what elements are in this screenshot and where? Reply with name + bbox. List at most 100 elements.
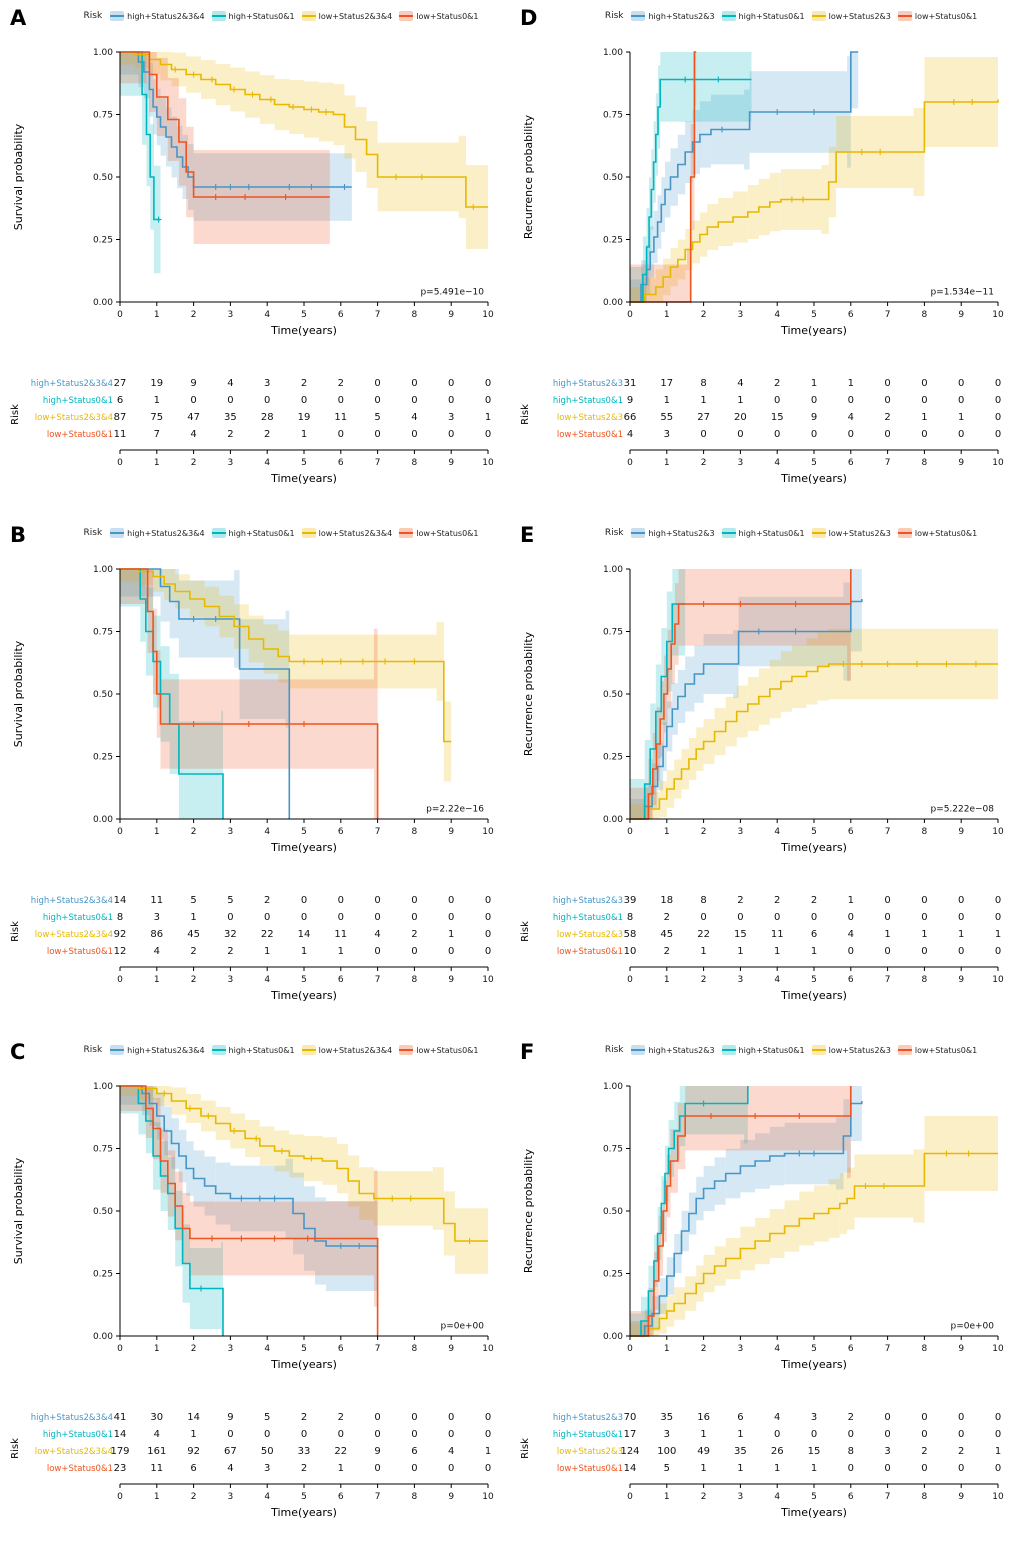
risk-count: 15 xyxy=(771,412,784,423)
risk-count: 0 xyxy=(921,946,927,957)
ci-band xyxy=(120,569,141,607)
x-tick-label: 4 xyxy=(264,1344,270,1354)
ci-band xyxy=(642,236,647,302)
censor-mark xyxy=(323,109,330,115)
censor-mark xyxy=(242,194,249,200)
risk-count: 0 xyxy=(884,378,890,389)
risk-count: 0 xyxy=(301,395,307,406)
panel-F: F Risk high+Status2&3 high+Status0&1 low+Sta… xyxy=(510,1034,1020,1551)
x-tick-label: 7 xyxy=(885,1344,891,1354)
ci-band xyxy=(685,1086,848,1151)
risk-count: 3 xyxy=(154,912,160,923)
risk-count: 28 xyxy=(261,412,274,423)
risk-count: 9 xyxy=(811,412,817,423)
risk-count: 0 xyxy=(374,1429,380,1440)
table-x-tick-label: 1 xyxy=(664,975,670,985)
risk-count: 3 xyxy=(264,1463,270,1474)
risk-count: 0 xyxy=(227,912,233,923)
ci-band xyxy=(630,267,643,302)
risk-count: 0 xyxy=(995,946,1001,957)
risk-count: 2 xyxy=(848,1412,854,1423)
table-x-tick-label: 6 xyxy=(338,458,344,468)
risk-count: 22 xyxy=(334,1446,347,1457)
risk-count: 4 xyxy=(774,1412,780,1423)
y-tick-label: 0.25 xyxy=(603,1270,623,1280)
legend-key-icon xyxy=(811,11,826,21)
risk-count: 45 xyxy=(660,929,673,940)
risk-count: 4 xyxy=(737,378,743,389)
x-tick-label: 4 xyxy=(264,310,270,320)
legend-key-line xyxy=(211,1049,226,1051)
risk-count: 1 xyxy=(737,395,743,406)
p-value: p=1.534e−11 xyxy=(930,288,994,298)
table-x-tick-label: 4 xyxy=(264,1492,270,1502)
risk-count: 35 xyxy=(224,412,237,423)
ci-band xyxy=(138,569,154,586)
censor-mark xyxy=(190,616,197,622)
censor-mark xyxy=(238,1235,245,1242)
risk-count: 0 xyxy=(848,946,854,957)
censor-mark xyxy=(212,184,219,190)
legend-item-label: high+Status2&3&4 xyxy=(127,528,205,538)
ci-band xyxy=(630,1323,649,1336)
x-axis-title: Time(years) xyxy=(780,324,847,337)
risk-count: 0 xyxy=(995,412,1001,423)
risk-count: 0 xyxy=(301,895,307,906)
risk-count: 47 xyxy=(187,412,200,423)
ci-band xyxy=(660,52,752,122)
risk-count: 5 xyxy=(374,412,380,423)
censor-mark xyxy=(862,1183,869,1189)
table-x-tick-label: 7 xyxy=(375,458,381,468)
ci-band xyxy=(120,1086,143,1105)
panel-E: E Risk high+Status2&3 high+Status0&1 low+Sta… xyxy=(510,517,1020,1034)
censor-mark xyxy=(708,1113,714,1119)
legend-key-icon xyxy=(897,1045,912,1055)
table-x-tick-label: 10 xyxy=(992,1492,1004,1502)
risk-count: 3 xyxy=(264,378,270,389)
legend-item: high+Status2&3 xyxy=(631,528,715,538)
table-x-tick-label: 0 xyxy=(627,1492,633,1502)
legend-key-line xyxy=(399,532,414,534)
risk-row-label: low+Status2&3&4 xyxy=(35,930,113,940)
risk-count: 0 xyxy=(411,1412,417,1423)
risk-count: 8 xyxy=(627,912,633,923)
risk-legend: Risk high+Status2&3&4 high+Status0&1 low+St… xyxy=(62,528,500,538)
legend-key-line xyxy=(110,532,125,534)
risk-count: 0 xyxy=(411,946,417,957)
risk-axis-label: Risk xyxy=(10,921,21,942)
x-tick-label: 9 xyxy=(958,827,964,837)
y-tick-label: 0.50 xyxy=(603,173,623,183)
risk-count: 0 xyxy=(958,1463,964,1474)
legend-key-icon xyxy=(211,1045,226,1055)
risk-count: 161 xyxy=(147,1446,166,1457)
legend-title: Risk xyxy=(604,528,624,538)
ci-band xyxy=(641,1296,649,1336)
x-tick-label: 1 xyxy=(154,1344,160,1354)
ci-band xyxy=(630,1311,649,1336)
risk-row-label: high+Status2&3&4 xyxy=(31,379,113,389)
ci-band xyxy=(153,569,165,592)
km-curve xyxy=(120,568,291,819)
censor-mark xyxy=(858,149,865,155)
risk-count: 0 xyxy=(811,1429,817,1440)
x-tick-label: 6 xyxy=(848,1344,854,1354)
x-tick-label: 0 xyxy=(627,310,633,320)
censor-mark xyxy=(877,149,884,155)
panel-letter: A xyxy=(10,6,27,30)
x-tick-label: 7 xyxy=(375,1344,381,1354)
risk-count: 1 xyxy=(700,1463,706,1474)
risk-count: 8 xyxy=(700,895,706,906)
ci-band xyxy=(630,779,645,819)
risk-count: 19 xyxy=(150,378,163,389)
risk-count: 1 xyxy=(301,946,307,957)
risk-count: 0 xyxy=(921,395,927,406)
censor-mark xyxy=(282,194,289,200)
y-tick-label: 0.75 xyxy=(93,628,113,638)
x-tick-label: 0 xyxy=(627,1344,633,1354)
table-x-tick-label: 1 xyxy=(154,458,160,468)
risk-count: 11 xyxy=(334,929,347,940)
table-x-tick-label: 5 xyxy=(301,458,307,468)
risk-count: 0 xyxy=(448,1412,454,1423)
censor-mark xyxy=(186,1105,193,1112)
risk-count: 2 xyxy=(737,895,743,906)
